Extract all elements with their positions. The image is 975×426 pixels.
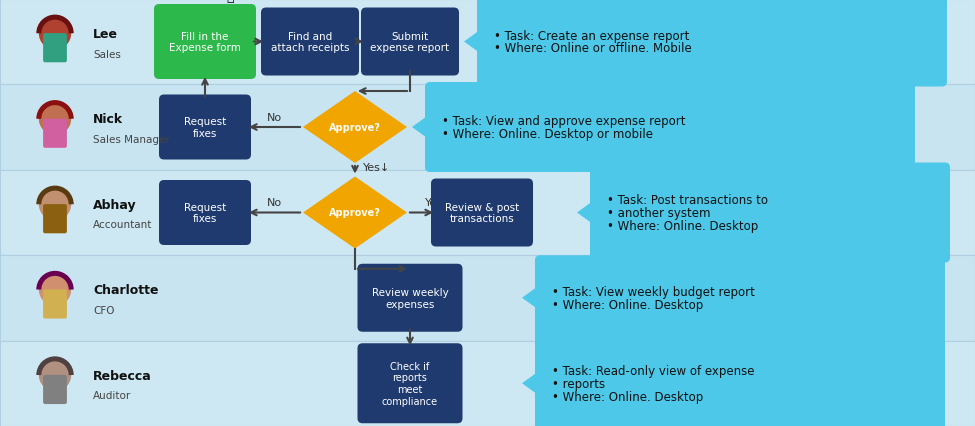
FancyBboxPatch shape [43, 119, 67, 148]
FancyBboxPatch shape [43, 204, 67, 234]
Text: • Task: View weekly budget report: • Task: View weekly budget report [552, 285, 755, 298]
FancyBboxPatch shape [477, 0, 947, 87]
Text: Approve?: Approve? [330, 208, 381, 218]
Polygon shape [303, 92, 407, 164]
Text: Accountant: Accountant [93, 220, 152, 230]
Bar [0, 170, 975, 256]
FancyBboxPatch shape [43, 290, 67, 319]
Text: • Where: Online. Desktop: • Where: Online. Desktop [552, 298, 703, 311]
Polygon shape [522, 285, 540, 311]
Text: • Where: Online. Desktop: • Where: Online. Desktop [607, 219, 759, 233]
Text: Submit
expense report: Submit expense report [370, 32, 449, 53]
Circle shape [39, 359, 71, 391]
FancyBboxPatch shape [590, 163, 950, 263]
Text: Review & post
transactions: Review & post transactions [445, 202, 519, 224]
FancyBboxPatch shape [535, 256, 945, 340]
Text: Request
fixes: Request fixes [184, 202, 226, 224]
Text: Auditor: Auditor [93, 390, 132, 400]
Text: • another system: • another system [607, 207, 711, 219]
Polygon shape [303, 177, 407, 249]
FancyBboxPatch shape [358, 343, 462, 423]
Text: Nick: Nick [93, 113, 123, 126]
Text: Fill in the
Expense form: Fill in the Expense form [169, 32, 241, 53]
Text: Approve?: Approve? [330, 123, 381, 132]
Polygon shape [577, 200, 595, 226]
Text: 📱: 📱 [226, 0, 234, 4]
FancyBboxPatch shape [154, 5, 256, 80]
Bar [0, 85, 975, 170]
Text: • Task: Create an expense report: • Task: Create an expense report [494, 29, 689, 43]
Polygon shape [412, 115, 430, 141]
Text: No: No [267, 198, 282, 208]
Text: • Task: View and approve expense report: • Task: View and approve expense report [442, 115, 685, 128]
Text: Sales Manager: Sales Manager [93, 135, 170, 145]
FancyBboxPatch shape [43, 375, 67, 404]
Bar [0, 341, 975, 426]
FancyBboxPatch shape [361, 9, 459, 76]
FancyBboxPatch shape [431, 179, 533, 247]
FancyBboxPatch shape [425, 83, 915, 173]
Text: • Task: Post transactions to: • Task: Post transactions to [607, 193, 768, 207]
Circle shape [39, 189, 71, 221]
Text: Request
fixes: Request fixes [184, 117, 226, 138]
Text: No: No [267, 113, 282, 123]
Text: • Task: Read-only view of expense: • Task: Read-only view of expense [552, 364, 755, 377]
Circle shape [39, 274, 71, 306]
Bar [0, 256, 975, 341]
Bar [0, 0, 975, 85]
Text: Find and
attach receipts: Find and attach receipts [271, 32, 349, 53]
Text: • Where: Online. Desktop or mobile: • Where: Online. Desktop or mobile [442, 128, 653, 141]
Polygon shape [522, 370, 540, 396]
Text: CFO: CFO [93, 305, 114, 315]
Text: • reports: • reports [552, 377, 605, 390]
Circle shape [39, 104, 71, 136]
Text: Lee: Lee [93, 28, 118, 41]
Text: Sales: Sales [93, 49, 121, 59]
FancyBboxPatch shape [261, 9, 359, 76]
FancyBboxPatch shape [535, 334, 945, 426]
Text: • Where: Online. Desktop: • Where: Online. Desktop [552, 390, 703, 403]
FancyBboxPatch shape [159, 95, 251, 160]
Text: Abhay: Abhay [93, 199, 136, 211]
Polygon shape [464, 29, 482, 55]
Text: Yes: Yes [425, 198, 443, 208]
Text: Rebecca: Rebecca [93, 369, 152, 382]
Text: Yes↓: Yes↓ [363, 162, 390, 173]
Text: Check if
reports
meet
compliance: Check if reports meet compliance [382, 361, 438, 406]
Text: • Where: Online or offline. Mobile: • Where: Online or offline. Mobile [494, 43, 691, 55]
FancyBboxPatch shape [43, 34, 67, 63]
FancyBboxPatch shape [159, 181, 251, 245]
Text: Charlotte: Charlotte [93, 284, 159, 296]
Text: Review weekly
expenses: Review weekly expenses [371, 287, 449, 309]
FancyBboxPatch shape [358, 264, 462, 332]
Circle shape [39, 18, 71, 50]
